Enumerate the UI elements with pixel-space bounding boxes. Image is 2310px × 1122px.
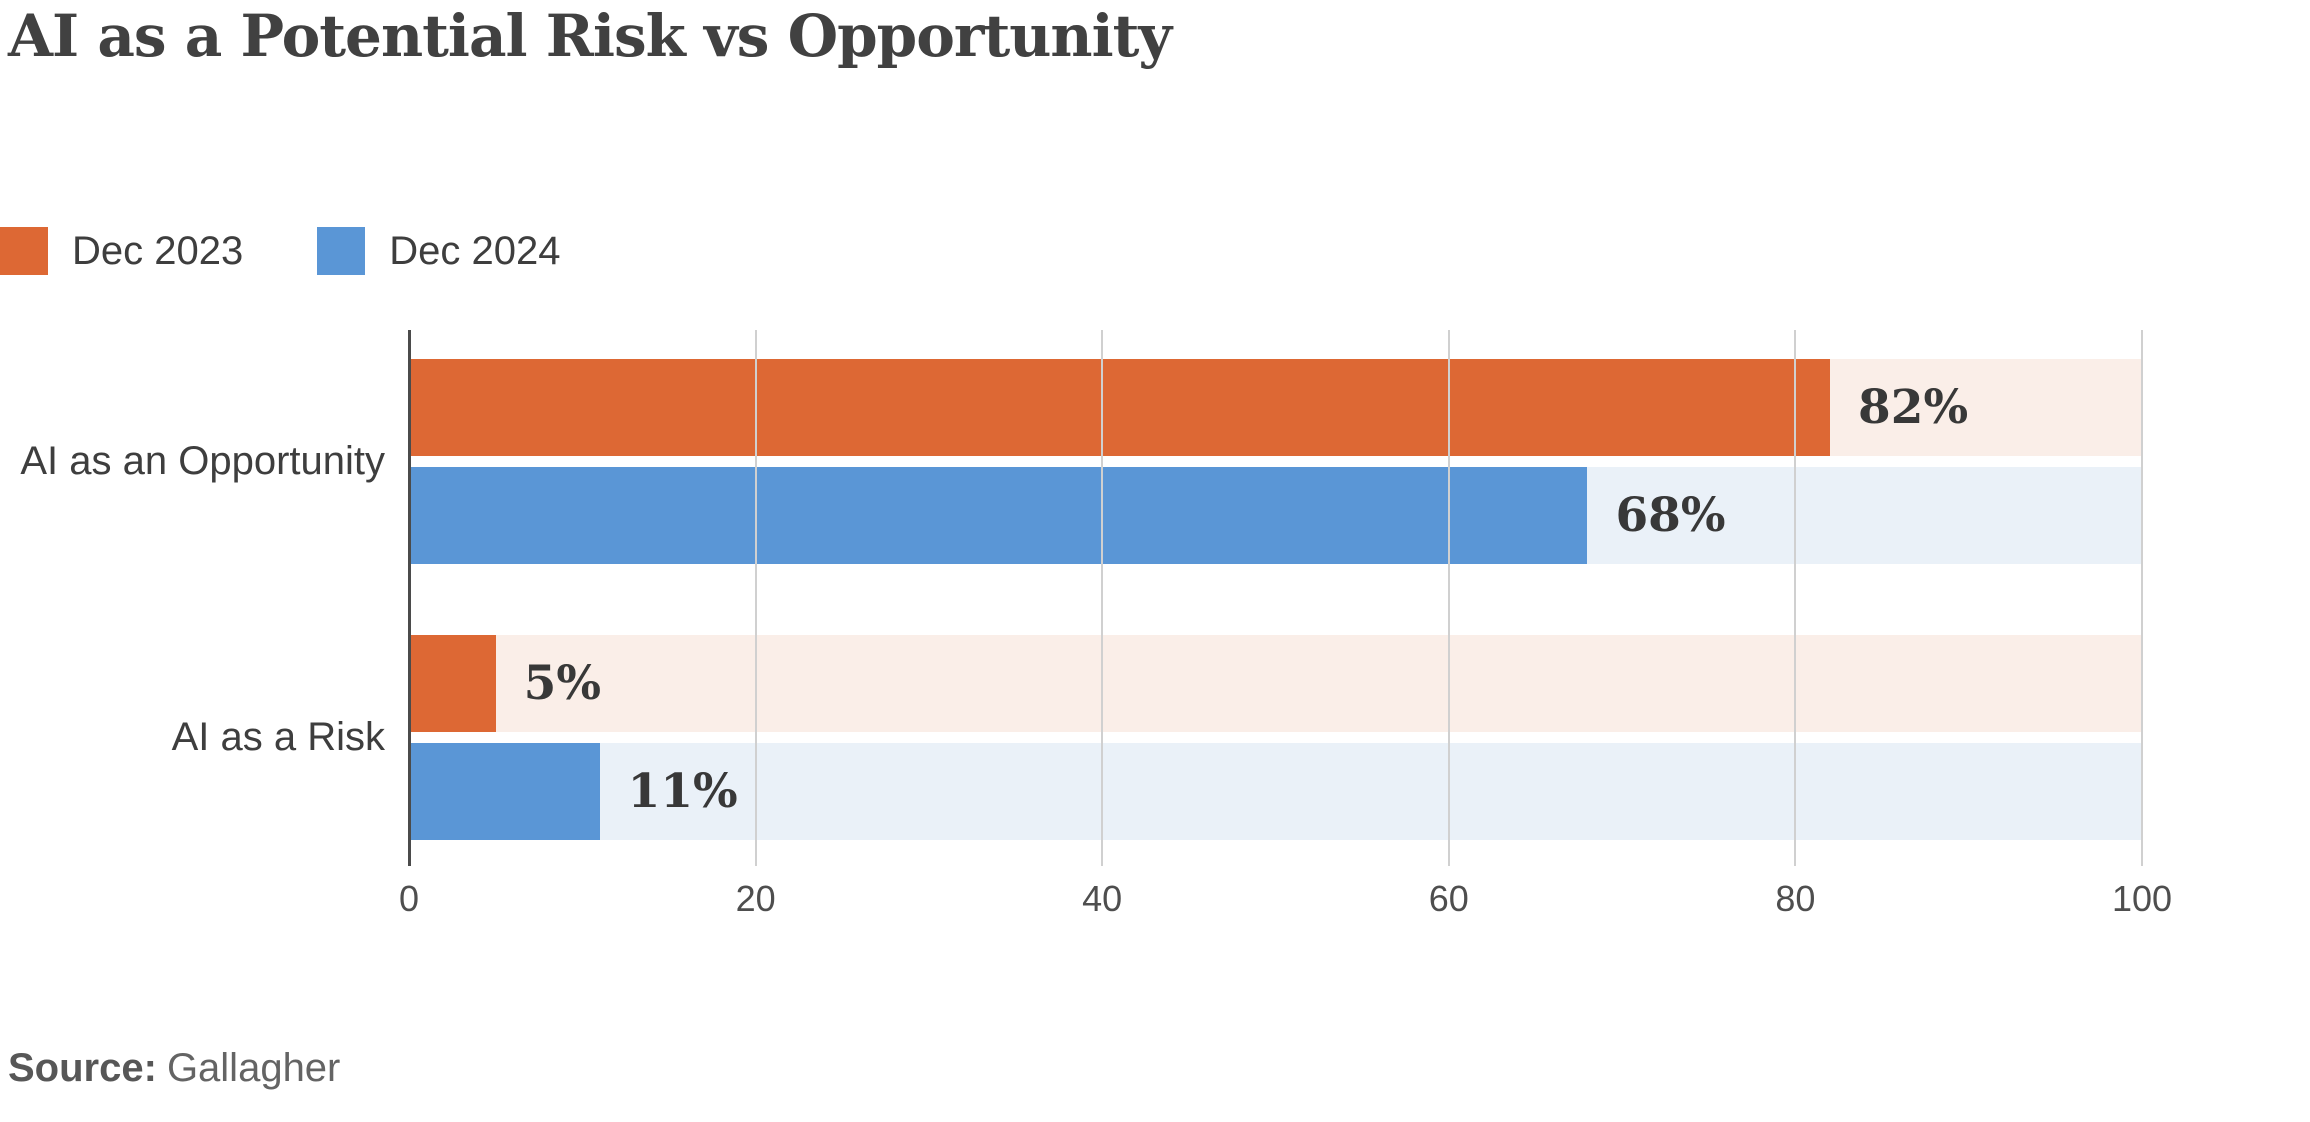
legend: Dec 2023 Dec 2024 xyxy=(0,227,560,275)
bar-value-label: 5% xyxy=(523,656,602,711)
bar-track: 11% xyxy=(409,743,2142,840)
legend-item-1: Dec 2024 xyxy=(317,227,560,275)
gridline-20 xyxy=(754,330,757,866)
bar-value-label: 82% xyxy=(1858,380,1969,435)
plot-area: 82% 68% 5% 11% xyxy=(408,330,2143,866)
x-tick-label-100: 100 xyxy=(2111,878,2173,919)
bar-track: 82% xyxy=(409,359,2142,456)
bar-value-label: 11% xyxy=(627,764,738,819)
category-label-0: AI as an Opportunity xyxy=(20,439,385,483)
bar-dec-2024 xyxy=(409,467,1588,564)
bar-dec-2023 xyxy=(409,359,1831,456)
bar-dec-2023 xyxy=(409,635,496,732)
legend-label: Dec 2023 xyxy=(72,229,244,273)
x-tick-label-0: 0 xyxy=(398,878,420,919)
legend-swatch-icon xyxy=(317,227,366,275)
x-tick-label-40: 40 xyxy=(1082,878,1123,919)
category-label-1: AI as a Risk xyxy=(171,715,385,759)
bar-track: 5% xyxy=(409,635,2142,732)
source-value: Gallagher xyxy=(166,1046,341,1090)
x-tick-label-80: 80 xyxy=(1775,878,1816,919)
source-label: Source: xyxy=(8,1046,157,1090)
x-tick-label-60: 60 xyxy=(1428,878,1469,919)
legend-item-0: Dec 2023 xyxy=(0,227,243,275)
bar-track: 68% xyxy=(409,467,2142,564)
x-tick-label-20: 20 xyxy=(735,878,776,919)
chart-title: AI as a Potential Risk vs Opportunity xyxy=(8,2,1172,70)
bar-value-label: 68% xyxy=(1615,488,1726,543)
y-axis-line xyxy=(408,330,411,866)
gridline-80 xyxy=(1794,330,1797,866)
source-line: Source: Gallagher xyxy=(8,1046,340,1091)
gridline-40 xyxy=(1101,330,1104,866)
bar-dec-2024 xyxy=(409,743,600,840)
legend-label: Dec 2024 xyxy=(389,229,561,273)
x-axis: 0 20 40 60 80 100 xyxy=(399,878,2172,922)
gridline-60 xyxy=(1447,330,1450,866)
gridline-100 xyxy=(2141,330,2143,866)
legend-swatch-icon xyxy=(0,227,48,275)
